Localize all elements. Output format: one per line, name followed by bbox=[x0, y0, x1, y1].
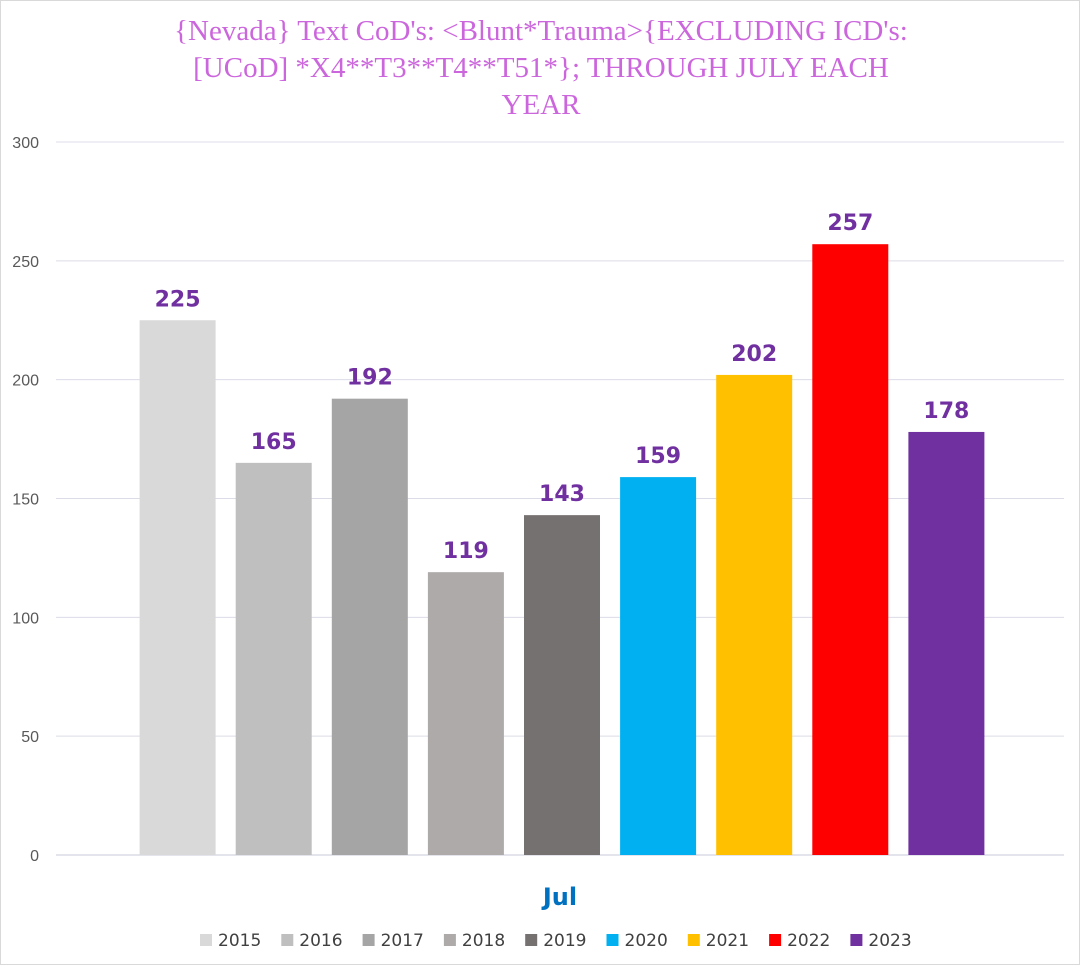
x-axis-categories: Jul bbox=[541, 883, 577, 911]
y-tick-label: 100 bbox=[12, 610, 39, 627]
legend: 2015 2016 2017 2018 2019 2020 2021 2022 2023 bbox=[200, 931, 912, 951]
bar-2016 bbox=[235, 462, 312, 855]
data-label-2020: 159 bbox=[635, 444, 681, 469]
y-tick-label: 150 bbox=[12, 492, 39, 509]
category-label: Jul bbox=[541, 883, 577, 911]
legend-swatch-2023 bbox=[850, 934, 863, 946]
legend-label-2019: 2019 bbox=[543, 931, 586, 951]
data-label-2022: 257 bbox=[827, 211, 873, 236]
bar-2020 bbox=[620, 477, 697, 855]
legend-label-2016: 2016 bbox=[299, 931, 342, 951]
legend-label-2015: 2015 bbox=[218, 931, 261, 951]
bar-2021 bbox=[716, 374, 793, 855]
data-label-2017: 192 bbox=[347, 366, 393, 391]
legend-label-2018: 2018 bbox=[462, 931, 505, 951]
legend-label-2020: 2020 bbox=[625, 931, 668, 951]
data-label-2015: 225 bbox=[155, 287, 201, 312]
y-tick-label: 300 bbox=[12, 135, 39, 152]
y-tick-label: 200 bbox=[12, 373, 39, 390]
legend-swatch-2018 bbox=[443, 934, 456, 946]
legend-swatch-2017 bbox=[362, 934, 375, 946]
chart-title: {Nevada} Text CoD's: <Blunt*Trauma>{EXCL… bbox=[174, 15, 908, 121]
bar-2023 bbox=[908, 431, 985, 855]
bar-2015 bbox=[139, 320, 216, 855]
y-tick-label: 250 bbox=[12, 254, 39, 271]
legend-label-2017: 2017 bbox=[381, 931, 424, 951]
data-label-2021: 202 bbox=[731, 342, 777, 367]
legend-swatch-2019 bbox=[525, 934, 538, 946]
y-tick-label: 0 bbox=[30, 848, 39, 865]
legend-swatch-2021 bbox=[687, 934, 700, 946]
data-label-2016: 165 bbox=[251, 430, 297, 455]
legend-swatch-2020 bbox=[606, 934, 619, 946]
legend-label-2021: 2021 bbox=[706, 931, 749, 951]
legend-label-2022: 2022 bbox=[787, 931, 830, 951]
legend-swatch-2016 bbox=[281, 934, 294, 946]
legend-swatch-2022 bbox=[769, 934, 782, 946]
bar-2019 bbox=[524, 515, 600, 855]
legend-label-2023: 2023 bbox=[868, 931, 911, 951]
bar-2022 bbox=[812, 244, 889, 856]
y-tick-label: 50 bbox=[21, 729, 39, 746]
y-axis-ticks: 0 50 100 150 200 250 300 bbox=[12, 135, 39, 865]
legend-swatch-2015 bbox=[200, 934, 212, 946]
data-label-2019: 143 bbox=[539, 482, 585, 507]
data-label-2018: 119 bbox=[443, 539, 489, 564]
bar-2017 bbox=[331, 398, 408, 855]
data-labels: 225 165 192 119 143 159 202 257 178 bbox=[155, 211, 970, 564]
data-label-2023: 178 bbox=[923, 399, 969, 424]
bars bbox=[139, 244, 985, 856]
bar-2018 bbox=[427, 572, 504, 855]
